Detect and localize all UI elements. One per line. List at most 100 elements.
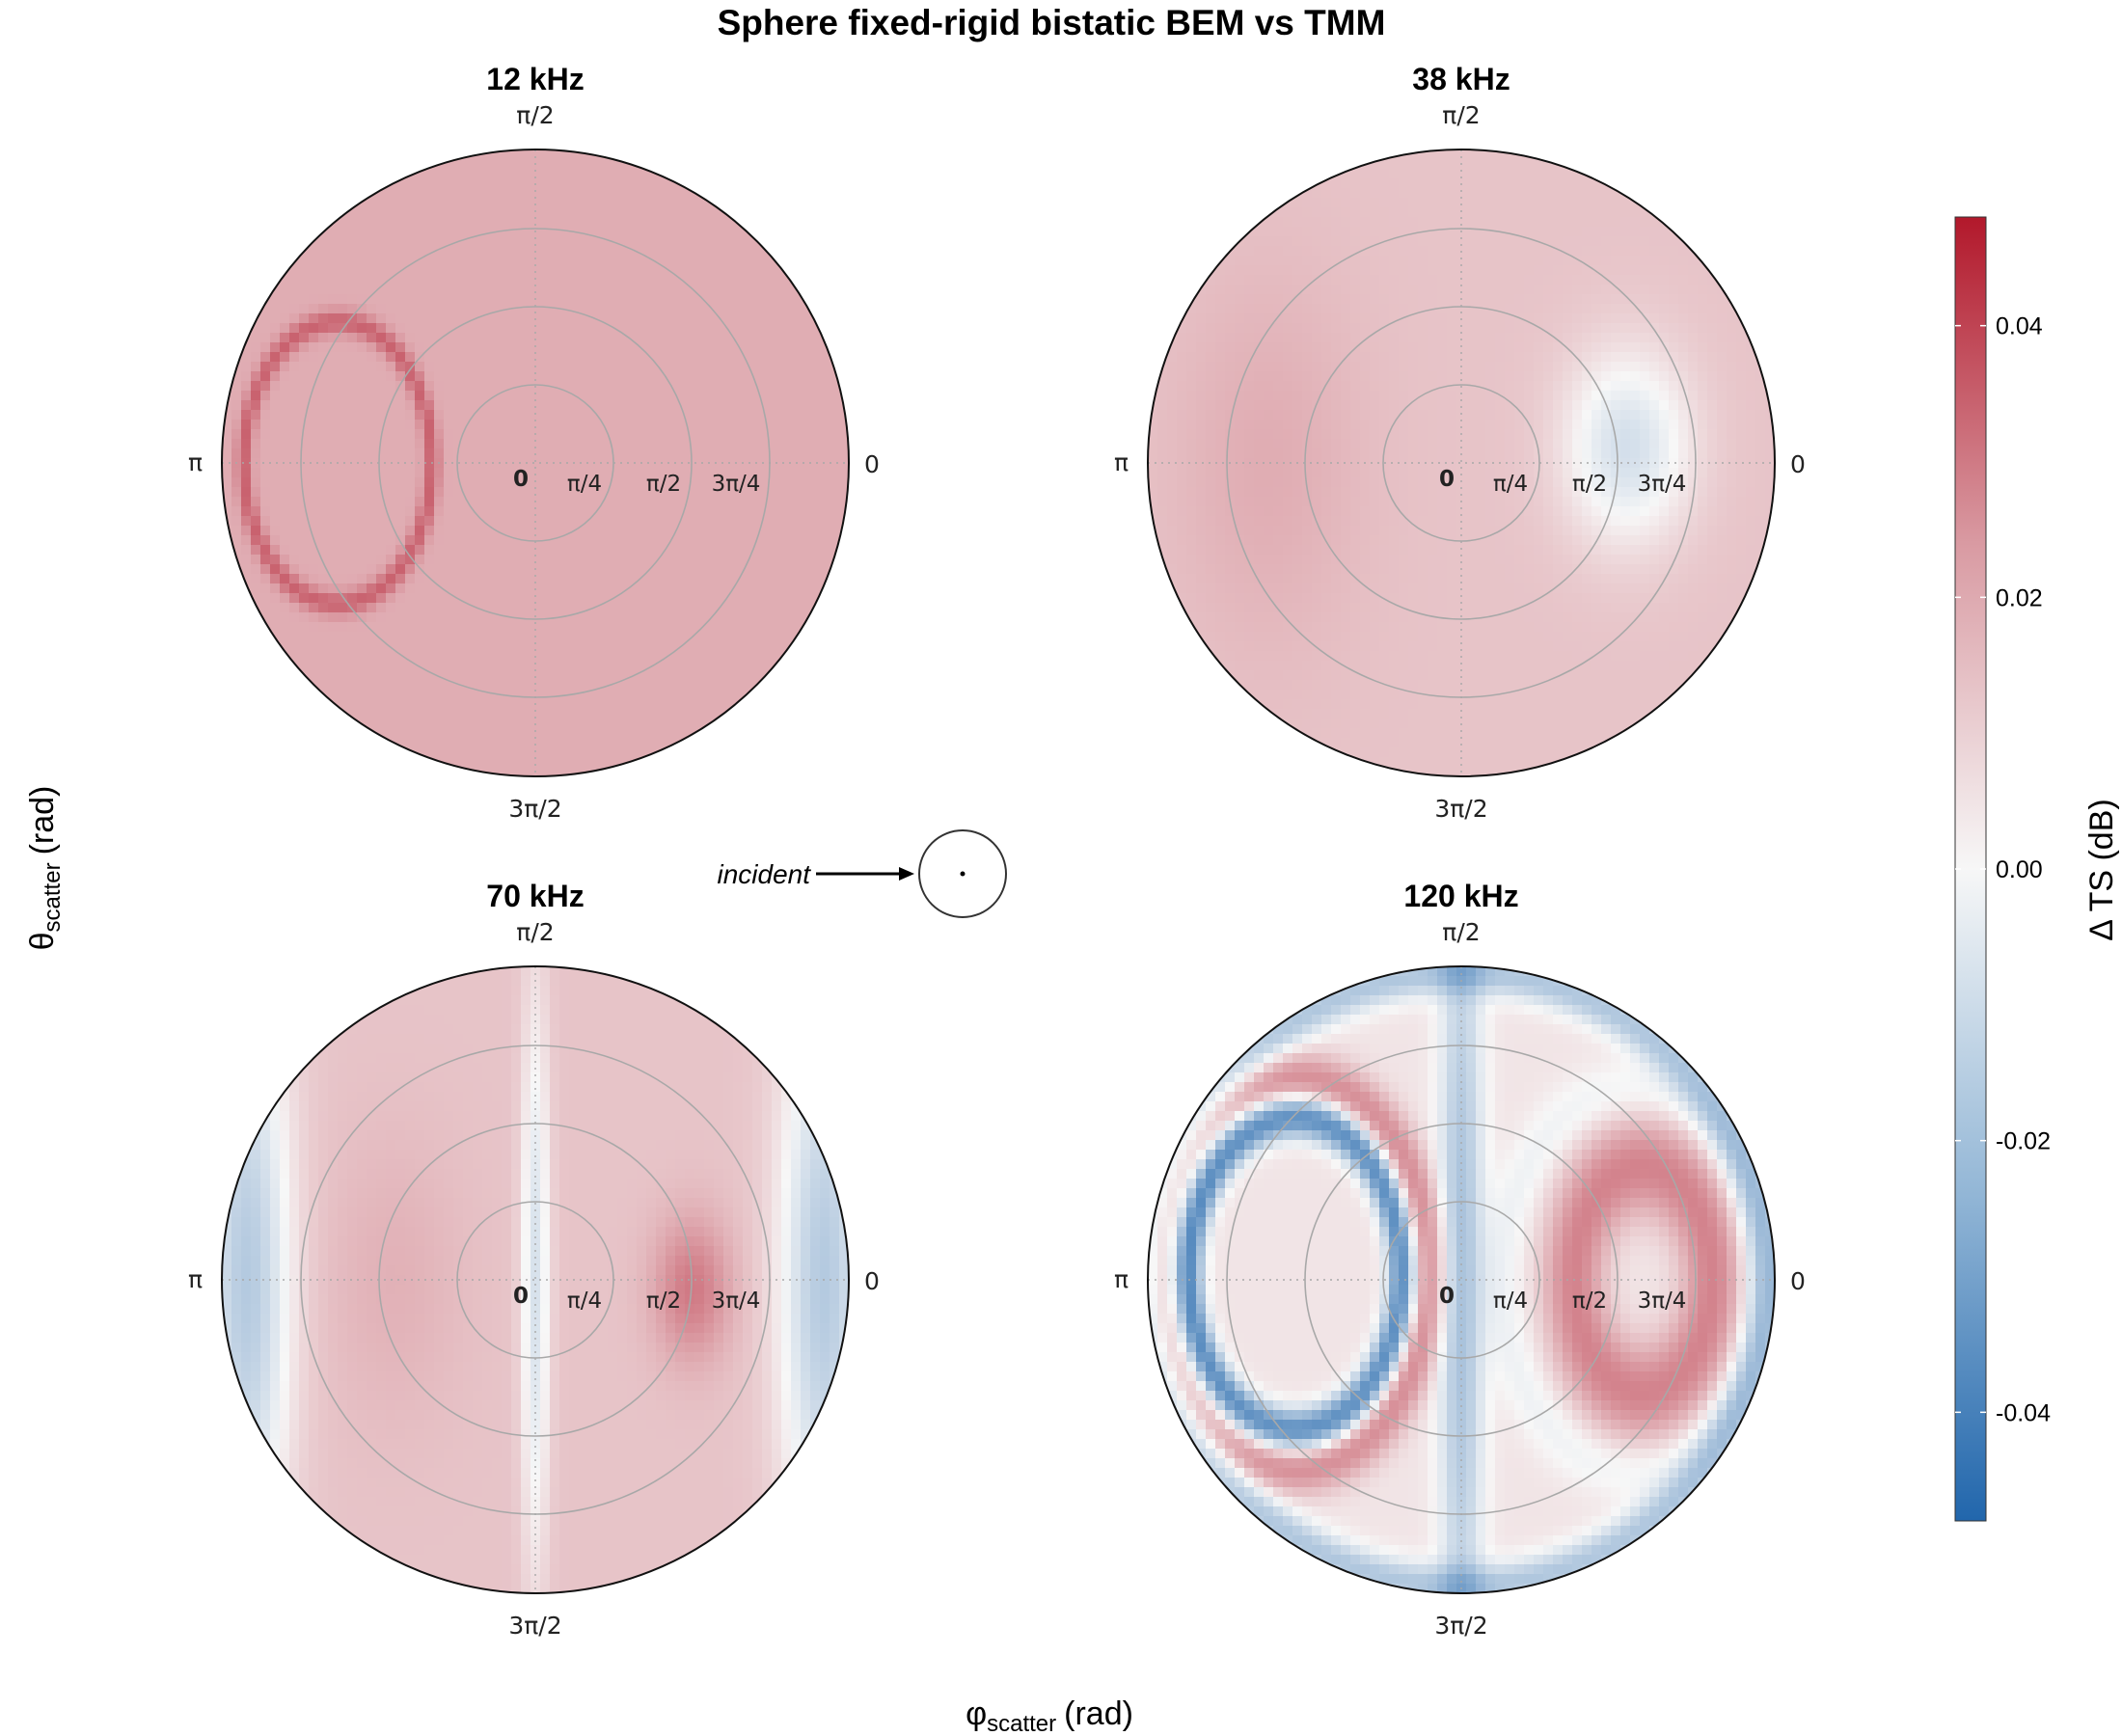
heatmap-cell [550,198,560,208]
heatmap-cell [1379,178,1390,189]
heatmap-cell [1669,256,1679,266]
heatmap-cell [1215,362,1226,372]
heatmap-cell [367,294,377,305]
heatmap-cell [752,612,763,623]
heatmap-cell [569,564,580,575]
heatmap-cell [1678,410,1689,420]
heatmap-cell [502,690,512,700]
heatmap-cell [1707,342,1718,353]
heatmap-cell [1727,391,1737,401]
heatmap-cell [328,256,339,266]
heatmap-cell [694,632,705,642]
heatmap-cell [1534,333,1544,343]
heatmap-cell [540,632,551,642]
heatmap-cell [386,217,396,228]
heatmap-cell [338,227,348,237]
heatmap-cell [608,651,618,662]
heatmap-cell [1379,420,1390,430]
heatmap-cell [299,410,310,420]
heatmap-cell [395,728,406,739]
heatmap-cell [492,217,503,228]
heatmap-cell [781,439,792,449]
heatmap-cell [1312,294,1322,305]
heatmap-cell [694,516,705,527]
heatmap-cell [569,670,580,681]
heatmap-cell [801,439,811,449]
heatmap-cell [540,526,551,536]
heatmap-cell [1524,294,1535,305]
heatmap-cell [1302,362,1313,372]
heatmap-cell [1553,275,1564,285]
heatmap-cell [424,362,435,372]
heatmap-cell [424,429,435,440]
heatmap-cell [598,362,609,372]
heatmap-cell [781,323,792,334]
heatmap-cell [1331,198,1342,208]
heatmap-cell [521,526,531,536]
heatmap-cell [1215,333,1226,343]
heatmap-cell [666,670,676,681]
heatmap-cell [550,256,560,266]
heatmap-cell [772,516,782,527]
heatmap-cell [511,564,522,575]
heatmap-cell [733,391,744,401]
heatmap-cell [762,362,773,372]
heatmap-cell [1360,304,1371,314]
heatmap-cell [376,661,387,671]
heatmap-cell [502,535,512,546]
heatmap-cell [318,564,329,575]
heatmap-cell [637,236,647,247]
heatmap-cell [376,574,387,584]
heatmap-cell [1476,362,1486,372]
heatmap-cell [1370,149,1380,160]
heatmap-cell [386,188,396,199]
heatmap-cell [1235,362,1245,372]
heatmap-cell [1601,227,1612,237]
heatmap-cell [781,583,792,594]
heatmap-cell [530,391,541,401]
heatmap-cell [434,265,445,276]
heatmap-cell [559,159,570,170]
heatmap-cell [569,497,580,507]
heatmap-cell [463,506,474,517]
heatmap-cell [569,188,580,199]
heatmap-cell [260,506,271,517]
heatmap-cell [588,651,599,662]
heatmap-cell [762,313,773,324]
heatmap-cell [627,198,638,208]
heatmap-cell [405,275,416,285]
heatmap-cell [1428,275,1438,285]
heatmap-cell [521,612,531,623]
heatmap-cell [424,506,435,517]
heatmap-cell [280,333,290,343]
heatmap-cell [1649,323,1660,334]
heatmap-cell [338,574,348,584]
heatmap-cell [704,313,715,324]
heatmap-cell [685,583,695,594]
heatmap-cell [598,468,609,478]
heatmap-cell [791,439,802,449]
heatmap-cell [1312,256,1322,266]
heatmap-cell [617,699,628,710]
heatmap-cell [1418,420,1428,430]
heatmap-cell [1698,265,1708,276]
heatmap-cell [1698,323,1708,334]
heatmap-cell [1177,381,1187,392]
heatmap-cell [434,236,445,247]
heatmap-cell [1592,400,1602,411]
heatmap-cell [1620,246,1631,257]
heatmap-cell [318,506,329,517]
heatmap-cell [579,526,589,536]
heatmap-cell [694,285,705,295]
heatmap-cell [1244,256,1255,266]
heatmap-cell [463,535,474,546]
heatmap-cell [762,342,773,353]
heatmap-cell [1206,275,1216,285]
heatmap-cell [685,555,695,565]
heatmap-cell [588,564,599,575]
heatmap-cell [830,381,840,392]
heatmap-cell [299,381,310,392]
heatmap-cell [299,275,310,285]
heatmap-cell [1563,265,1573,276]
heatmap-cell [386,313,396,324]
